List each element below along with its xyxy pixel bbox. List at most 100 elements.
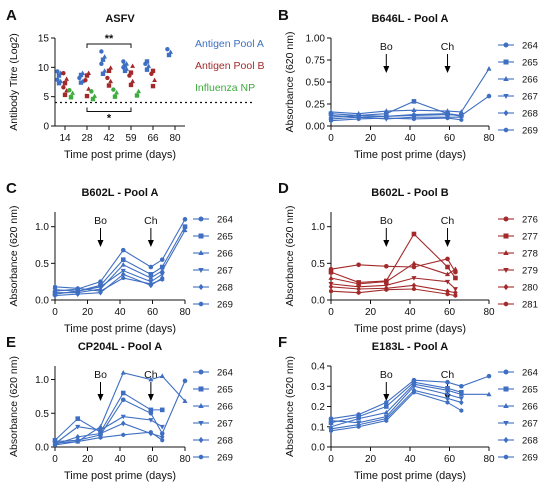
data-point (159, 434, 165, 440)
data-point (106, 68, 112, 74)
data-point (75, 424, 81, 430)
series-line (330, 391, 462, 432)
legend-entry: 266 (522, 402, 538, 413)
data-point (182, 227, 188, 233)
data-point (150, 83, 156, 89)
legend-marker (503, 436, 509, 444)
panel-f: F E183L - Pool A Time post prime (days) Abs… (278, 334, 538, 482)
y-tick-label: 0.0 (311, 443, 325, 454)
chart-title: B646L - Pool A (371, 13, 448, 25)
data-point (99, 49, 104, 54)
y-tick-label: 0.00 (306, 122, 326, 133)
data-point (486, 373, 492, 379)
data-point (61, 85, 66, 90)
legend-entry: 265 (217, 385, 233, 396)
data-point (128, 82, 134, 88)
data-point (445, 400, 450, 405)
data-point (148, 281, 153, 287)
legend-entry: 267 (217, 419, 233, 430)
data-point (86, 70, 92, 75)
data-point (58, 78, 64, 84)
data-point (98, 435, 103, 440)
data-point (120, 262, 126, 267)
data-point (411, 107, 417, 112)
data-point (152, 77, 158, 82)
legend-marker (198, 454, 204, 460)
data-point (411, 231, 417, 237)
legend-entry: 268 (522, 109, 538, 120)
data-point (411, 276, 417, 281)
y-tick-label: 0.1 (311, 422, 325, 433)
data-point (62, 92, 68, 98)
data-point (120, 397, 126, 403)
legend-entry: 269 (522, 453, 538, 464)
legend-entry: 279 (522, 266, 538, 277)
data-point (182, 398, 188, 403)
x-tick-label: 40 (114, 454, 126, 465)
x-tick-label: 60 (444, 307, 456, 318)
data-point (445, 115, 450, 121)
annotation-label: Bo (94, 369, 107, 381)
series-line (54, 416, 163, 445)
legend-entry: Antigen Pool B (195, 60, 264, 72)
legend-entry: 276 (522, 215, 538, 226)
y-tick-label: 0.4 (311, 362, 325, 373)
data-point (97, 423, 104, 429)
legend-entry: 268 (522, 436, 538, 447)
x-axis-label: Time post prime (days) (354, 323, 466, 335)
data-point (75, 439, 80, 444)
data-point (445, 264, 450, 270)
data-point (445, 256, 450, 262)
data-point (53, 442, 57, 448)
legend-marker (503, 59, 509, 65)
data-point (144, 67, 150, 72)
x-axis-label: Time post prime (days) (64, 470, 176, 482)
data-point (444, 387, 451, 393)
annotation-label: Ch (441, 369, 455, 381)
x-tick-label: 20 (82, 307, 94, 318)
chart-title: CP204L - Pool A (78, 341, 162, 353)
data-point (444, 279, 451, 285)
annotation-arrowhead (97, 240, 104, 247)
series-line (330, 288, 456, 297)
data-point (411, 99, 417, 104)
legend-marker (503, 403, 509, 408)
y-tick-label: 0.5 (35, 409, 49, 420)
legend-entry: 268 (217, 283, 233, 294)
y-tick-label: 0.25 (306, 100, 326, 111)
x-axis-label: Time post prime (days) (64, 149, 176, 161)
data-point (64, 76, 70, 81)
data-point (328, 114, 334, 121)
series-line (330, 258, 456, 273)
data-point (459, 408, 464, 413)
x-tick-label: 40 (404, 133, 416, 144)
legend-entry: 269 (522, 126, 538, 137)
chart-title: ASFV (105, 13, 135, 25)
data-point (98, 430, 103, 437)
y-axis-label: Absorbance (620 nm) (284, 206, 296, 307)
series-line (330, 113, 462, 118)
annotation-arrowhead (147, 240, 154, 247)
x-tick-label: 80 (179, 454, 191, 465)
data-point (120, 369, 126, 375)
data-point (452, 266, 458, 272)
legend-marker (198, 216, 204, 222)
x-axis-label: Time post prime (days) (354, 149, 466, 161)
data-point (383, 278, 389, 284)
x-tick-label: 40 (404, 454, 416, 465)
legend-marker (503, 421, 509, 426)
data-point (486, 93, 492, 99)
legend-marker (503, 109, 509, 117)
x-tick-label: 0 (328, 454, 334, 465)
data-point (384, 263, 389, 269)
legend-marker (198, 369, 204, 375)
data-point (148, 429, 153, 435)
data-point (121, 59, 126, 64)
y-tick-label: 0.0 (311, 296, 325, 307)
data-point (128, 70, 134, 75)
data-point (160, 437, 165, 443)
data-point (98, 288, 103, 294)
x-tick-label: 60 (444, 454, 456, 465)
panel-letter: F (278, 334, 287, 351)
data-point (328, 269, 334, 275)
